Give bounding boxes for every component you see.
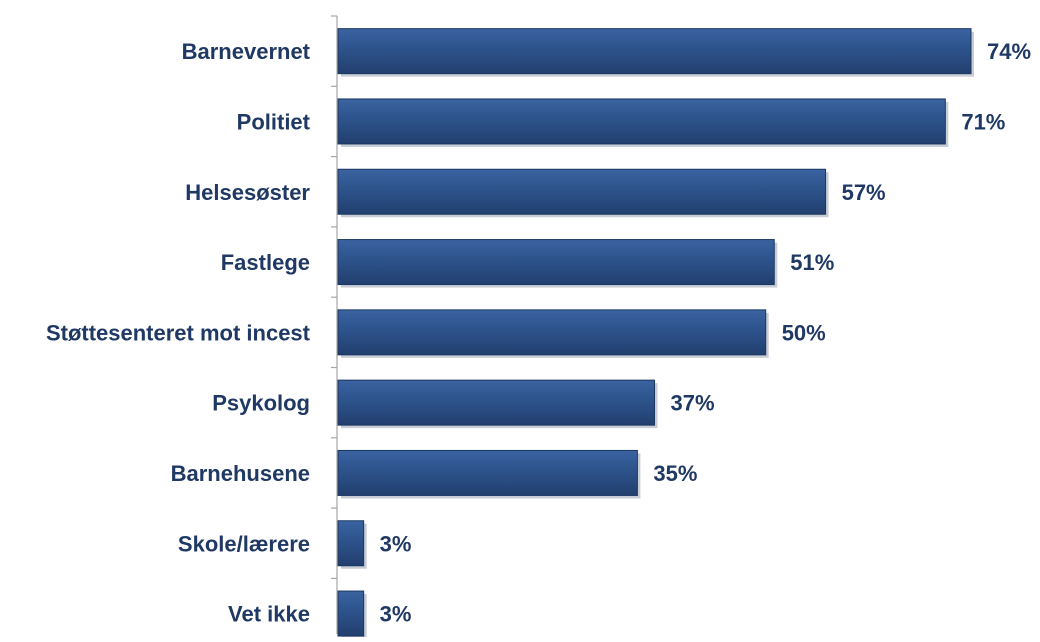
category-labels-layer: Barnevernet Politiet Helsesøster Fastlege St… [46,39,311,626]
value-label: 3% [380,602,412,627]
value-label: 3% [380,531,412,556]
bar-5 [337,379,655,426]
value-label: 57% [842,180,886,205]
value-label: 35% [653,461,697,486]
category-label: Psykolog [212,391,310,416]
bar-7 [337,520,365,567]
category-label: Vet ikke [228,602,310,627]
bar-3 [337,239,775,286]
bar-0 [337,28,972,75]
category-label: Helsesøster [185,180,310,205]
category-label: Politiet [237,109,311,134]
category-label: Barnehusene [171,461,310,486]
category-label: Barnevernet [182,39,311,64]
bars-layer [337,28,974,640]
bar-6 [337,449,638,496]
bar-8 [337,590,365,637]
bar-1 [337,98,946,145]
value-label: 51% [790,250,834,275]
category-label: Fastlege [221,250,310,275]
bar-4 [337,309,767,356]
value-label: 37% [671,391,715,416]
value-label: 74% [987,39,1031,64]
category-label: Støttesenteret mot incest [46,320,311,345]
value-labels-layer: 74% 71% 57% 51% 50% 37% 35% 3% 3% [380,39,1031,626]
category-label: Skole/lærere [178,531,310,556]
axis-layer [331,15,338,634]
value-label: 71% [961,109,1005,134]
value-label: 50% [782,320,826,345]
bar-2 [337,168,827,215]
